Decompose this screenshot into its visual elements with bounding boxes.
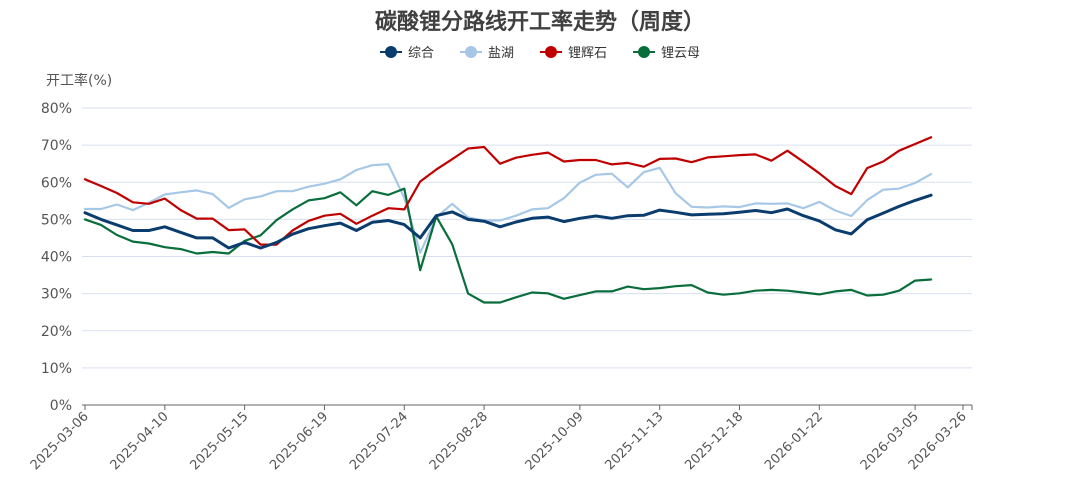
y-tick-label: 70% <box>41 138 72 154</box>
x-tick-label: 2026-01-22 <box>762 409 826 473</box>
series-line-盐湖 <box>83 163 933 254</box>
legend-item-锂辉石[interactable]: 锂辉石 <box>540 42 607 61</box>
legend-label: 综合 <box>407 46 434 61</box>
y-tick-label: 0% <box>50 398 72 414</box>
x-tick-label: 2025-11-13 <box>602 409 666 473</box>
y-tick-label: 60% <box>41 175 72 191</box>
legend-label: 锂云母 <box>661 46 701 61</box>
legend-label: 锂辉石 <box>568 46 608 61</box>
x-tick-label: 2025-12-18 <box>682 409 746 473</box>
legend-label: 盐湖 <box>487 46 514 61</box>
series-line-综合 <box>83 193 933 250</box>
legend-marker-icon <box>633 45 656 58</box>
chart-title: 碳酸锂分路线开工率走势（周度） <box>374 10 705 35</box>
y-tick-label: 80% <box>41 101 72 117</box>
legend-item-盐湖[interactable]: 盐湖 <box>459 42 514 61</box>
legend-item-综合[interactable]: 综合 <box>379 42 434 61</box>
legend: 综合 盐湖 锂辉石 锂云母 <box>0 42 1080 61</box>
series-line-锂云母 <box>83 187 933 304</box>
y-tick-label: 50% <box>41 212 72 228</box>
x-tick-label: 2025-10-09 <box>523 409 587 473</box>
x-tick-label: 2025-04-10 <box>108 409 172 473</box>
y-tick-label: 40% <box>41 250 72 266</box>
x-tick-label: 2025-06-19 <box>267 409 331 473</box>
y-tick-label: 30% <box>41 287 72 303</box>
y-axis-unit-label: 开工率(%) <box>46 73 113 89</box>
legend-marker-icon <box>459 45 482 58</box>
legend-marker-icon <box>540 45 562 58</box>
y-tick-label: 20% <box>41 324 72 340</box>
y-tick-label: 10% <box>41 361 72 377</box>
x-tick-label: 2025-03-06 <box>28 409 92 473</box>
x-tick-label: 2025-07-24 <box>347 409 411 473</box>
series-line-锂辉石 <box>83 136 933 246</box>
legend-item-锂云母[interactable]: 锂云母 <box>633 42 700 61</box>
legend-marker-icon <box>379 45 402 58</box>
x-tick-label: 2025-05-15 <box>187 409 251 473</box>
x-tick-label: 2025-08-28 <box>427 409 491 473</box>
